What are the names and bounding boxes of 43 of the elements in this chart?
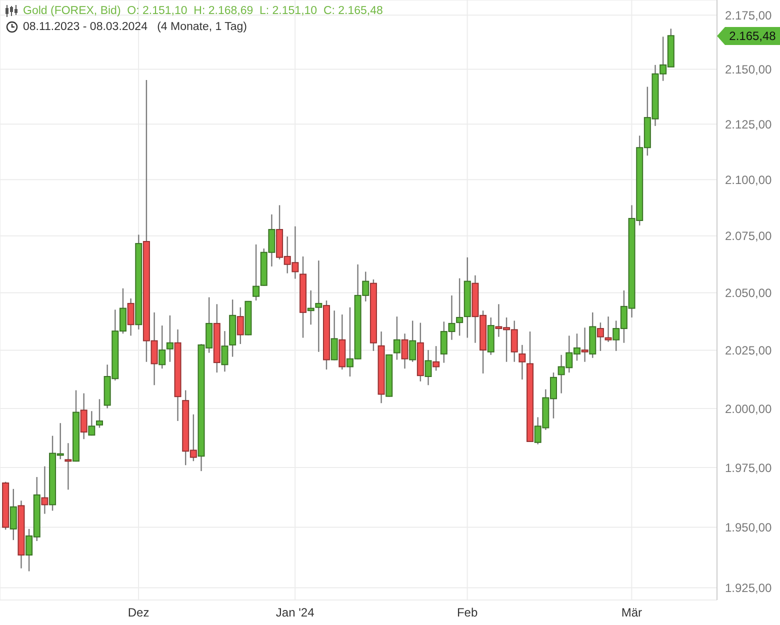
candlestick	[409, 320, 416, 362]
candlestick	[307, 290, 314, 326]
candlestick	[96, 398, 103, 428]
y-tick-label: 2.100,00	[725, 172, 772, 187]
candlestick	[456, 278, 464, 336]
y-tick-label: 1.950,00	[725, 520, 772, 535]
candlestick	[424, 349, 432, 386]
candlestick	[432, 345, 440, 372]
candlestick	[166, 314, 174, 362]
candlestick	[80, 392, 88, 440]
chart-title: Gold (FOREX, Bid) O: 2.151,10 H: 2.168,69 L: 2.151,10 C: 2.165,48	[23, 5, 383, 17]
candlestick	[41, 466, 48, 514]
candlestick	[518, 344, 526, 380]
text: 08.11.2023 - 08.03.2024 (4 Monate, 1 Tag)	[23, 21, 247, 33]
y-tick-label: 1.975,00	[725, 460, 772, 475]
y-tick-label: 2.000,00	[725, 402, 772, 416]
candlestick	[330, 310, 338, 361]
candlestick	[10, 488, 17, 541]
candlestick	[581, 327, 588, 362]
x-tick-label: Mär	[621, 606, 642, 620]
x-tick-label: Feb	[456, 606, 478, 620]
candlestick	[604, 316, 612, 343]
x-tick-label: Jan '24	[276, 606, 315, 620]
candlestick	[315, 260, 322, 352]
candlestick	[236, 306, 244, 345]
y-tick-label: 2.125,00	[725, 117, 772, 132]
y-tick-label: 2.175,00	[725, 8, 772, 22]
y-tick-label: 2.075,00	[725, 229, 772, 244]
candlestick	[596, 322, 604, 352]
y-tick-label: 2.025,00	[725, 344, 772, 358]
text: 2.165,48	[725, 26, 780, 45]
candlestick	[158, 324, 166, 370]
candlestick	[252, 244, 260, 302]
x-tick-label: Dez	[128, 606, 150, 620]
candlestick	[88, 410, 96, 436]
candlestick	[221, 330, 228, 372]
y-tick-label: 1.925,00	[725, 581, 772, 596]
candlestick	[393, 316, 400, 360]
y-tick-label: 2.050,00	[725, 286, 772, 300]
candlestick	[64, 442, 72, 490]
y-tick-label: 2.150,00	[725, 62, 772, 77]
candlestick	[401, 333, 408, 370]
candlestick	[127, 298, 134, 336]
